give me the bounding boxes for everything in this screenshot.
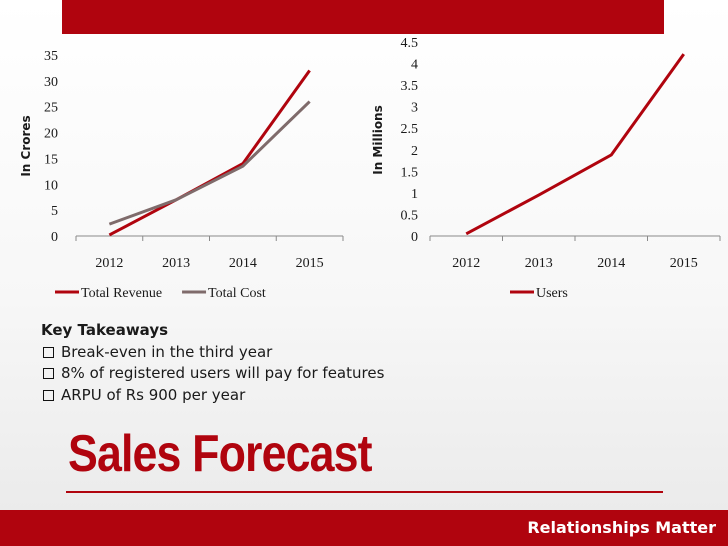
y-tick-label: 0.5 [401, 208, 419, 223]
y-tick-label: 20 [44, 127, 58, 142]
y-tick-label: 25 [44, 101, 58, 116]
takeaway-text: 8% of registered users will pay for feat… [61, 364, 385, 382]
takeaway-item: Break-even in the third year [41, 342, 501, 364]
y-axis-label: In Crores [19, 115, 33, 176]
top-accent-bar [62, 0, 664, 34]
x-tick-label: 2013 [525, 256, 553, 271]
title-underline [66, 491, 663, 493]
y-tick-label: 10 [44, 178, 58, 193]
y-tick-label: 35 [44, 49, 58, 64]
x-tick-label: 2012 [452, 256, 480, 271]
takeaway-text: Break-even in the third year [61, 342, 273, 361]
x-tick-label: 2013 [162, 256, 190, 271]
y-tick-label: 4.5 [401, 36, 419, 51]
checkbox-bullet-icon [43, 346, 54, 358]
y-tick-label: 1.5 [401, 165, 419, 180]
legend-label: Users [536, 286, 568, 301]
x-tick-label: 2012 [95, 256, 123, 271]
x-tick-label: 2015 [670, 256, 698, 271]
y-tick-label: 1 [411, 187, 418, 202]
y-tick-label: 2.5 [401, 122, 419, 137]
series-line-0 [465, 53, 685, 236]
footer-tagline: Relationships Matter [527, 518, 716, 537]
x-tick-label: 2015 [296, 256, 324, 271]
legend-label: Total Revenue [81, 286, 162, 301]
y-tick-label: 3 [411, 101, 418, 116]
x-tick-label: 2014 [229, 256, 257, 271]
x-tick-label: 2014 [597, 256, 625, 271]
slide-title: Sales Forecast [68, 425, 373, 483]
y-tick-label: 0 [411, 230, 418, 245]
y-axis-label: In Millions [371, 105, 385, 175]
y-tick-label: 0 [51, 230, 58, 245]
checkbox-bullet-icon [43, 389, 54, 401]
takeaway-text: ARPU of Rs 900 per year [61, 385, 246, 404]
takeaways-heading: Key Takeaways [41, 321, 169, 339]
series-line-0 [108, 69, 311, 237]
legend-label: Total Cost [208, 286, 266, 301]
checkbox-bullet-icon [43, 368, 54, 380]
y-tick-label: 15 [44, 152, 58, 167]
y-tick-label: 30 [44, 75, 58, 90]
y-tick-label: 2 [411, 144, 418, 159]
y-tick-label: 5 [51, 204, 58, 219]
y-tick-label: 4 [411, 58, 418, 73]
y-tick-label: 3.5 [401, 79, 419, 94]
series-line-1 [108, 100, 311, 226]
key-takeaways: Key Takeaways Break-even in the third ye… [41, 320, 501, 406]
takeaway-item: 8% of registered users will pay for feat… [41, 363, 501, 385]
takeaway-item: ARPU of Rs 900 per year [41, 385, 501, 407]
footer-bar: Relationships Matter [0, 510, 728, 546]
